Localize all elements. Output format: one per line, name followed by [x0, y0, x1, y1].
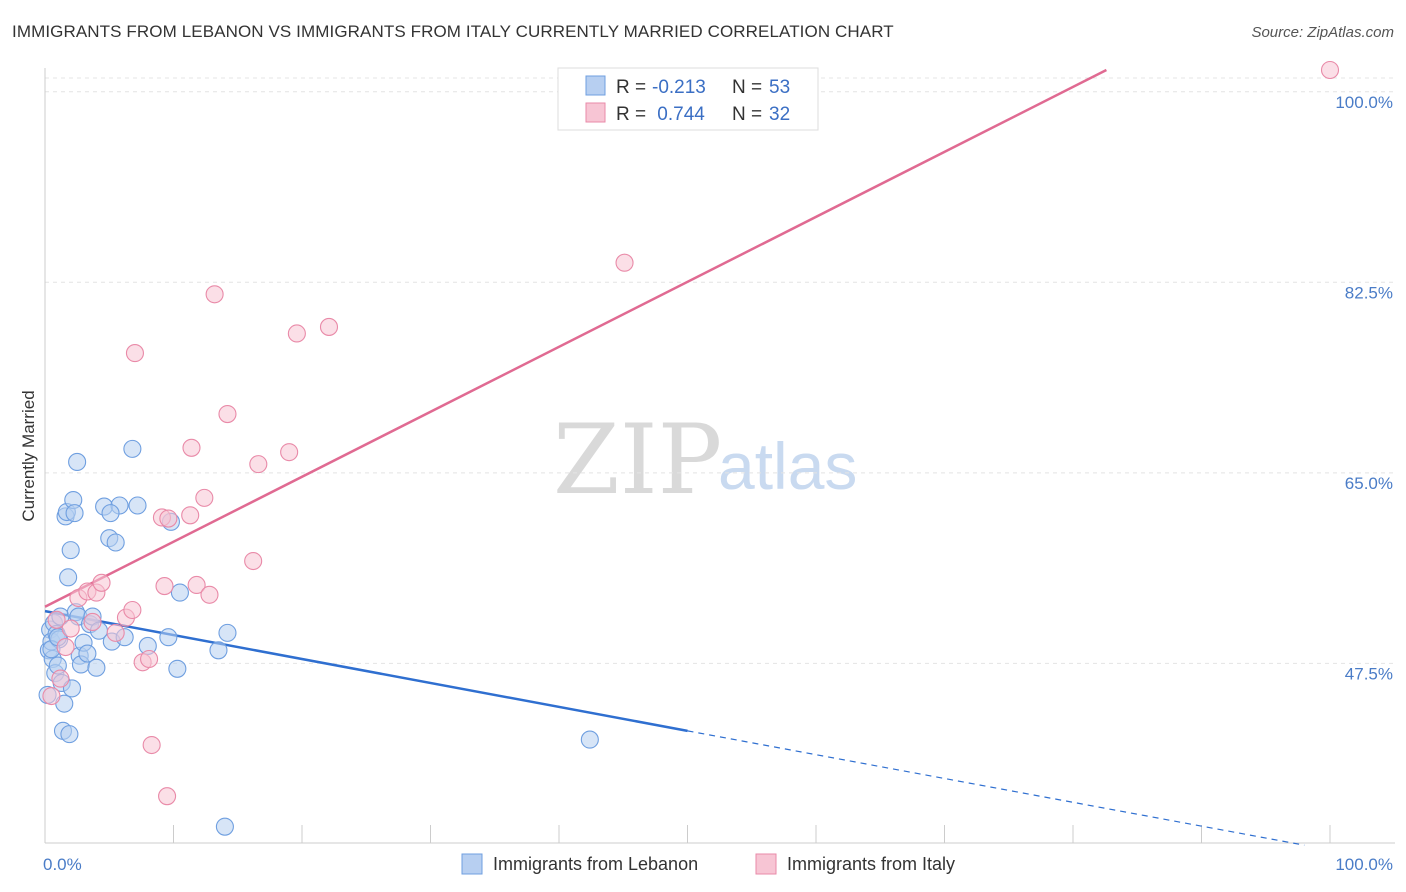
- data-point-series-0: [61, 541, 80, 560]
- x-tick-label: 0.0%: [43, 855, 82, 874]
- legend-r-value-italy: 0.744: [652, 104, 705, 125]
- data-point-series-1: [182, 438, 201, 457]
- data-point-series-1: [106, 623, 125, 642]
- data-point-series-0: [59, 568, 78, 587]
- legend-n-label-lebanon: N =: [732, 77, 762, 98]
- data-point-series-1: [187, 575, 206, 595]
- data-point-series-1: [155, 577, 174, 596]
- legend-n-value-lebanon: 53: [769, 77, 790, 98]
- watermark-atlas: atlas: [718, 429, 857, 503]
- data-point-series-1: [140, 649, 159, 669]
- bottom-legend-swatch-lebanon: [461, 853, 483, 875]
- data-point-series-0: [87, 658, 106, 677]
- data-point-series-1: [280, 443, 299, 462]
- data-point-series-1: [181, 506, 200, 525]
- y-tick-label: 65.0%: [1345, 474, 1393, 493]
- data-point-series-1: [287, 324, 306, 343]
- trend-lines: [44, 68, 1305, 846]
- y-tick-label: 47.5%: [1345, 664, 1393, 683]
- data-point-series-0: [170, 583, 189, 602]
- data-point-series-0: [168, 659, 187, 678]
- gridlines: [45, 77, 1395, 664]
- data-point-series-0: [65, 504, 84, 523]
- legend-bottom: Immigrants from Lebanon Immigrants from …: [461, 853, 955, 875]
- x-tick-label: 100.0%: [1335, 855, 1393, 874]
- data-point-series-1: [92, 573, 111, 592]
- data-point-series-0: [209, 641, 228, 660]
- data-point-series-1: [159, 509, 178, 528]
- data-point-series-1: [123, 600, 142, 620]
- source-credit: Source: ZipAtlas.com: [1251, 24, 1394, 41]
- data-point-series-0: [68, 452, 87, 471]
- trend-line-series-0: [44, 609, 688, 733]
- data-point-series-0: [215, 817, 234, 836]
- legend-r-label-italy: R =: [616, 104, 646, 125]
- data-point-series-1: [195, 488, 214, 507]
- data-point-series-1: [51, 669, 70, 688]
- trend-line-series-1: [44, 68, 1107, 608]
- data-point-series-0: [159, 628, 178, 647]
- data-point-series-1: [218, 404, 237, 424]
- data-point-series-1: [158, 787, 177, 806]
- data-points: [38, 60, 1340, 836]
- data-point-series-0: [123, 439, 142, 458]
- data-point-series-1: [142, 735, 161, 755]
- data-point-series-1: [1320, 60, 1340, 80]
- data-point-series-1: [56, 637, 75, 657]
- data-point-series-1: [83, 612, 102, 632]
- data-point-series-0: [60, 725, 79, 744]
- legend-swatch-italy: [585, 102, 606, 123]
- data-point-series-1: [200, 585, 219, 604]
- data-point-series-1: [244, 551, 263, 571]
- legend-r-label-lebanon: R =: [616, 77, 646, 98]
- y-tick-label: 82.5%: [1345, 283, 1393, 302]
- data-point-series-0: [101, 504, 120, 523]
- y-tick-label: 100.0%: [1335, 93, 1393, 112]
- legend-n-label-italy: N =: [732, 104, 762, 125]
- data-point-series-0: [128, 496, 147, 515]
- data-point-series-0: [78, 644, 97, 663]
- data-point-series-0: [580, 730, 599, 749]
- data-point-series-1: [319, 317, 339, 336]
- data-point-series-1: [249, 455, 268, 474]
- watermark-zip: ZIP: [553, 404, 722, 516]
- watermark: ZIP atlas: [553, 404, 857, 516]
- chart-title: IMMIGRANTS FROM LEBANON VS IMMIGRANTS FR…: [12, 22, 894, 41]
- legend-r-value-lebanon: -0.213: [652, 77, 706, 98]
- legend-n-value-italy: 32: [769, 104, 790, 125]
- data-point-series-1: [205, 285, 224, 304]
- trend-line-extension-series-0: [687, 730, 1305, 846]
- data-point-series-0: [62, 679, 82, 698]
- legend-top: R = -0.213 N = 53 R = 0.744 N = 32: [557, 67, 819, 131]
- legend-swatch-lebanon: [585, 75, 606, 96]
- bottom-legend-label-italy: Immigrants from Italy: [787, 854, 955, 874]
- axes: 47.5% 65.0% 82.5% 100.0% 0.0% 100.0%: [43, 68, 1395, 874]
- data-point-series-1: [615, 253, 634, 272]
- data-point-series-1: [125, 344, 144, 363]
- data-point-series-0: [106, 533, 125, 552]
- bottom-legend-label-lebanon: Immigrants from Lebanon: [493, 854, 698, 874]
- y-axis-label: Currently Married: [19, 390, 38, 521]
- data-point-series-1: [42, 686, 61, 706]
- data-point-series-0: [218, 623, 237, 642]
- bottom-legend-swatch-italy: [755, 853, 777, 875]
- data-point-series-1: [47, 610, 66, 629]
- data-point-series-1: [61, 619, 80, 638]
